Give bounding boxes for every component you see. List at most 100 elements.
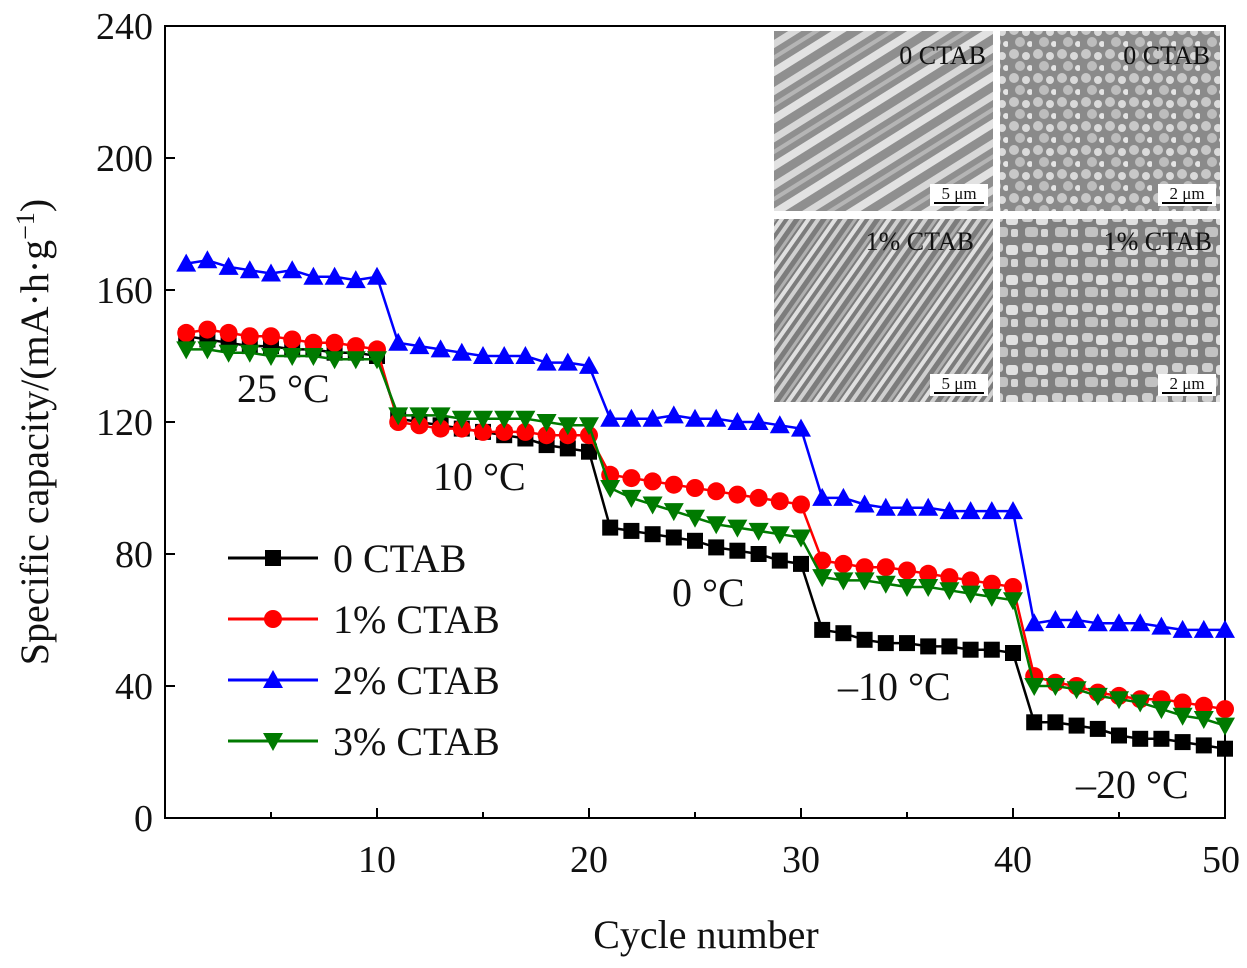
data-point (1215, 717, 1235, 736)
data-point (643, 472, 662, 491)
data-point (515, 346, 536, 364)
series-2-ctab (176, 250, 1235, 638)
y-tick-label-160: 160 (96, 270, 153, 312)
data-point (579, 355, 599, 374)
data-point (388, 332, 409, 351)
sem-label-0ctab-rods: 0 CTAB (899, 41, 986, 70)
data-point (451, 342, 472, 361)
data-point (771, 552, 788, 569)
sem-image-1ctab-rods: 1% CTAB 5 μm (774, 219, 993, 402)
sem-image-0ctab-particles: 0 CTAB 2 μm (1000, 31, 1220, 211)
y-axis-title: Specific capacity/(mA·h·g−1) (11, 199, 57, 665)
data-point (708, 539, 725, 556)
data-point (430, 339, 451, 358)
annotation-0C: 0 °C (672, 570, 745, 615)
data-point (748, 412, 769, 430)
data-point (1066, 610, 1087, 628)
data-point (834, 554, 853, 573)
data-point (451, 410, 472, 429)
data-point (516, 422, 535, 441)
data-point (877, 635, 894, 652)
data-point (303, 348, 324, 366)
data-point (1045, 610, 1066, 628)
data-point (1089, 720, 1106, 737)
y-axis-title-main: Specific capacity/(mA·h·g (12, 240, 57, 665)
data-point (283, 330, 302, 349)
data-point (769, 415, 790, 434)
data-point (1217, 740, 1233, 757)
legend-swatch-marker (263, 670, 283, 688)
data-point (262, 327, 280, 346)
data-point (1109, 613, 1129, 632)
data-point (324, 351, 345, 370)
y-axis: 0 40 80 120 160 200 240 (96, 6, 175, 840)
data-point (962, 641, 979, 658)
data-point (982, 574, 1001, 593)
data-point (282, 260, 303, 279)
data-point (282, 348, 303, 366)
data-point (1174, 734, 1191, 751)
data-point (854, 494, 875, 513)
legend-entry-0: 0 CTAB (228, 536, 466, 581)
data-point (728, 485, 747, 504)
data-point (706, 516, 727, 535)
data-point (855, 558, 874, 577)
data-point (1026, 714, 1043, 731)
data-point (687, 532, 703, 549)
sem-image-1ctab-particles-texture (1000, 219, 1220, 402)
data-point (1215, 619, 1235, 638)
data-point (431, 419, 450, 438)
data-point (898, 561, 916, 580)
data-point (769, 526, 790, 545)
legend-entry-2: 2% CTAB (228, 658, 500, 703)
data-point (918, 497, 939, 516)
y-tick-label-0: 0 (134, 798, 153, 840)
data-point (367, 351, 387, 370)
legend-entry-1: 1% CTAB (228, 597, 500, 642)
data-point (1151, 616, 1172, 635)
sem-label-1ctab-particles: 1% CTAB (1104, 227, 1212, 256)
legend-swatch-marker (264, 610, 282, 628)
data-point (727, 412, 748, 430)
data-point (219, 323, 238, 342)
data-point (1216, 700, 1234, 719)
data-point (897, 579, 917, 597)
data-point (240, 327, 259, 346)
data-point (473, 346, 493, 364)
data-point (1130, 613, 1151, 632)
data-point (1130, 694, 1151, 713)
data-point (623, 522, 640, 539)
annotation-minus10C: –10 °C (837, 664, 951, 709)
sem-image-1ctab-particles: 1% CTAB 2 μm (1000, 219, 1220, 402)
sem-label-0ctab-particles: 0 CTAB (1123, 41, 1210, 70)
x-tick-label-30: 30 (782, 839, 820, 881)
legend-label: 0 CTAB (333, 536, 466, 581)
data-point (581, 443, 597, 460)
data-point (622, 469, 641, 488)
data-point (748, 522, 769, 541)
data-point (918, 579, 939, 597)
y-tick-label-80: 80 (115, 534, 153, 576)
data-point (536, 352, 557, 371)
data-point (1087, 687, 1108, 706)
sem-image-0ctab-rods-texture (774, 31, 993, 211)
data-point (919, 564, 938, 583)
legend-label: 2% CTAB (333, 658, 500, 703)
data-point (430, 407, 451, 426)
data-point (1111, 727, 1127, 744)
data-point (897, 497, 917, 516)
data-point (1003, 592, 1023, 611)
data-point (1004, 578, 1022, 596)
data-point (1132, 730, 1149, 747)
data-point (198, 320, 217, 339)
data-point (960, 585, 981, 604)
data-point (388, 407, 409, 426)
data-point (494, 410, 515, 429)
legend-entry-3: 3% CTAB (228, 719, 500, 764)
data-point (686, 479, 704, 497)
data-point (1194, 696, 1213, 715)
legend-swatch-marker (265, 550, 281, 566)
data-point (835, 625, 852, 642)
scalebar-box-0ctab-rods (930, 184, 988, 206)
